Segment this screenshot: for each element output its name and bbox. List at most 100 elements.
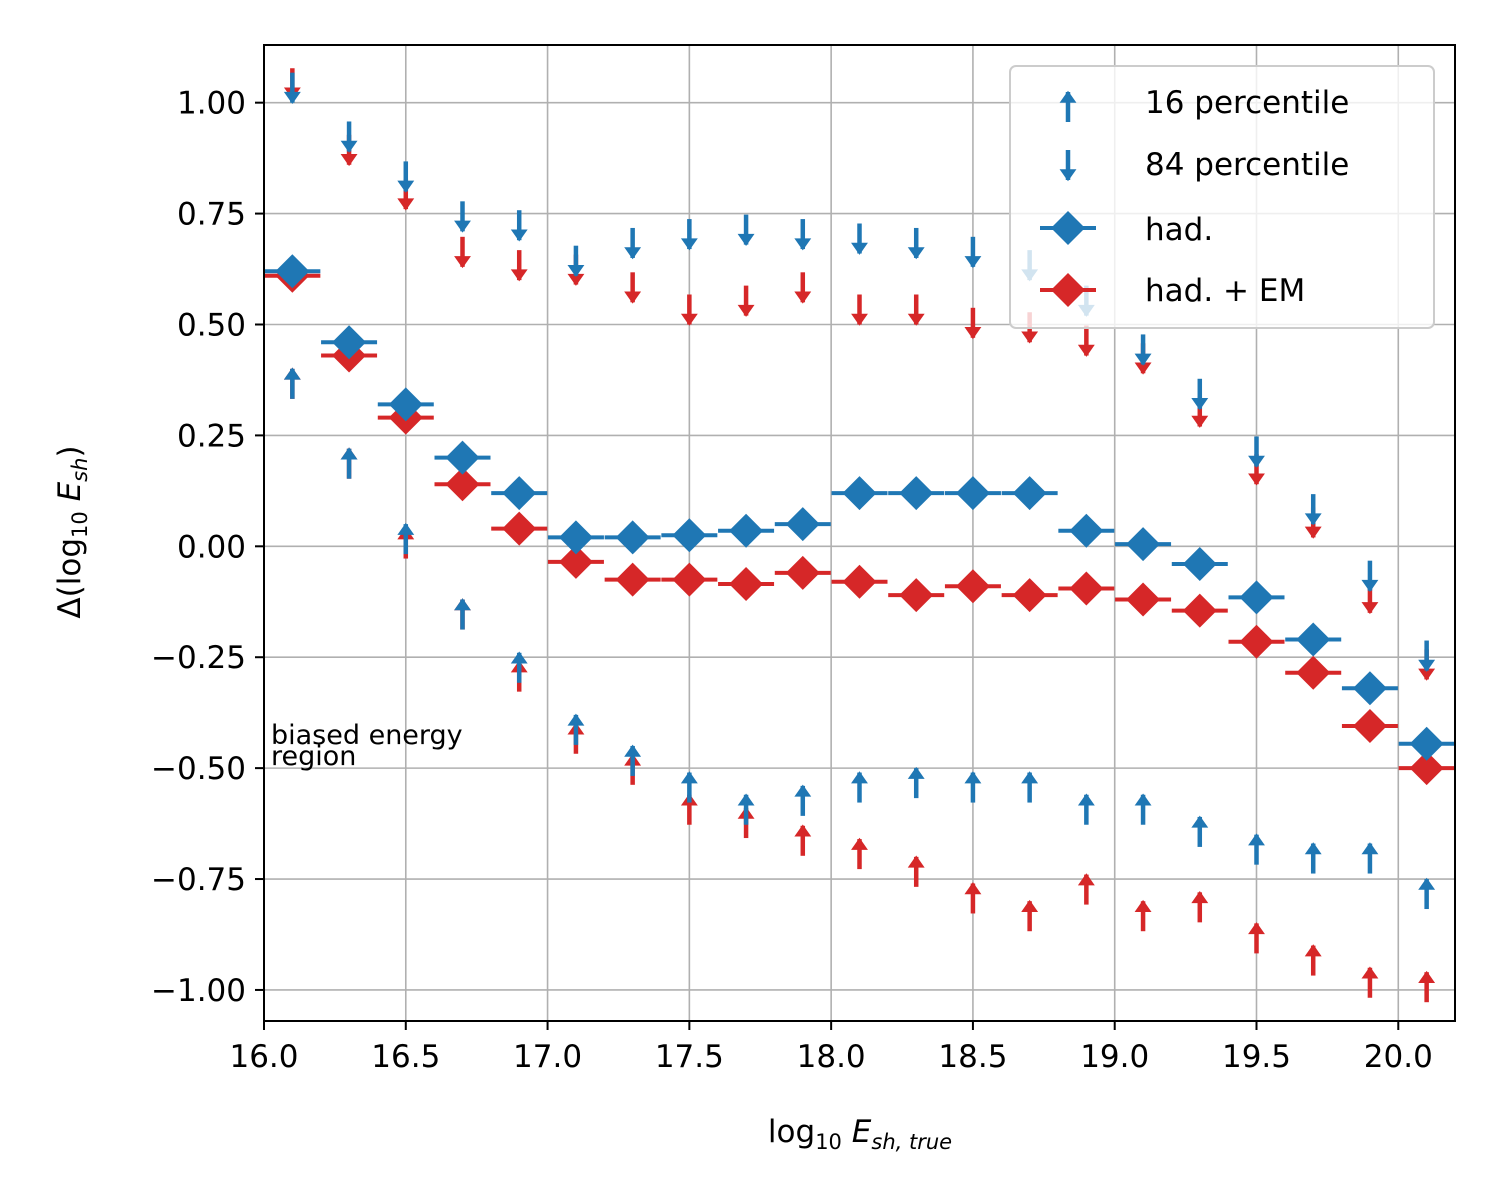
had-p16-arrow	[1418, 877, 1436, 910]
had-em-p84-arrow-head	[454, 256, 471, 269]
had-em-median-point	[1058, 571, 1115, 606]
had-em-p84-arrow-head	[340, 154, 358, 167]
had-em-p84-arrow-head	[794, 291, 812, 304]
had-p84-arrow	[794, 219, 812, 251]
y-tick-label: −1.00	[151, 973, 246, 1009]
had-p84-arrow	[454, 201, 471, 233]
had-em-median-point	[434, 467, 491, 502]
had-em-median-point-marker	[1409, 751, 1444, 786]
had-p16-arrow-head	[1361, 842, 1379, 855]
x-tick-label: 18.0	[797, 1039, 866, 1075]
had-median-point-marker	[615, 520, 650, 555]
x-axis-title: log10 Esh, true	[768, 1114, 952, 1154]
had-p84-arrow-head	[1248, 455, 1265, 468]
had-p84-arrow-head	[454, 220, 471, 233]
had-em-p16-arrow	[1248, 922, 1265, 954]
had-p16-arrow	[1304, 842, 1322, 874]
had-p84-arrow-head	[794, 238, 812, 251]
had-p16-arrow-head	[907, 766, 925, 779]
had-p84-arrow	[1134, 334, 1152, 366]
had-p16-arrow	[1248, 833, 1265, 865]
had-em-p16-arrow-head	[1304, 944, 1322, 957]
had-em-median-point-marker	[842, 564, 877, 599]
had-em-p84-arrow	[624, 272, 642, 304]
legend: 16 percentile 84 percentile had. had. + …	[1009, 65, 1435, 329]
had-em-p16-arrow	[1021, 899, 1039, 932]
had-median-point-marker	[899, 476, 934, 511]
had-median-point-marker	[275, 254, 310, 289]
had-p84-arrow	[1304, 494, 1322, 526]
had-p16-arrow	[1077, 793, 1095, 825]
annotation-line-1: biased energy	[271, 720, 463, 751]
had-p84-arrow	[851, 223, 868, 255]
legend-label-16-percentile: 16 percentile	[1145, 85, 1349, 121]
had-em-p84-arrow-head	[851, 313, 868, 326]
had-median-point-marker	[842, 476, 877, 511]
had-median-point	[377, 387, 434, 422]
had-p84-arrow-head	[510, 229, 528, 242]
had-p84-arrow	[737, 214, 755, 246]
had-p16-arrow-head	[510, 651, 528, 664]
x-tick-label: 17.5	[655, 1039, 724, 1075]
legend-marker-had-em-marker	[1051, 273, 1085, 307]
y-tick-label: −0.75	[151, 862, 246, 898]
had-em-p16-arrow-head	[1134, 899, 1152, 912]
had-em-median-point-marker	[1012, 578, 1047, 613]
had-p84-arrow	[567, 245, 585, 277]
had-em-median-point	[1398, 751, 1455, 786]
had-median-point	[831, 476, 888, 511]
had-p84-arrow-head	[1361, 579, 1379, 592]
had-em-median-point-marker	[1352, 708, 1387, 743]
had-em-median-point-marker	[558, 544, 593, 579]
legend-marker-had	[1040, 211, 1096, 245]
y-axis-title-prefix: Δ(log	[52, 538, 88, 619]
had-em-p84-arrow	[794, 272, 812, 304]
had-em-p16-arrow-head	[1191, 891, 1209, 904]
had-p84-arrow-head	[907, 247, 925, 260]
had-em-median-point	[1171, 593, 1228, 628]
x-tick-label: 17.0	[513, 1039, 582, 1075]
had-em-p84-arrow	[851, 294, 868, 326]
had-p84-arrow-head	[567, 264, 585, 277]
had-p16-arrow-head	[1304, 842, 1322, 855]
had-p16-arrow-head	[1191, 815, 1209, 828]
had-p84-arrow-head	[1418, 659, 1436, 672]
had-em-median-point	[774, 555, 831, 590]
had-p16-arrow-head	[1248, 833, 1265, 846]
had-median-point	[547, 520, 604, 555]
x-tick-label: 18.5	[938, 1039, 1007, 1075]
had-p84-arrow	[1361, 560, 1379, 592]
had-em-median-point	[944, 569, 1001, 604]
had-p16-arrow-head	[737, 793, 755, 806]
had-median-point	[604, 520, 661, 555]
had-em-p84-arrow-head	[1077, 344, 1095, 357]
had-p16-arrow	[907, 766, 925, 799]
had-em-p16-arrow-head	[1021, 899, 1039, 912]
had-em-p84-arrow	[1077, 325, 1095, 357]
y-tick-label: 0.25	[177, 418, 246, 454]
had-em-p84-arrow-head	[680, 313, 698, 326]
had-median-point	[1171, 547, 1228, 582]
had-median-point-marker	[332, 325, 367, 360]
had-em-median-point	[491, 511, 548, 546]
had-p16-arrow	[397, 522, 415, 555]
had-p16-arrow	[851, 771, 868, 803]
had-median-point	[264, 254, 321, 289]
series-had-medians	[264, 254, 1455, 761]
had-p16-arrow-head	[567, 713, 585, 726]
had-em-p16-arrow	[851, 837, 868, 870]
series-had	[283, 72, 1436, 910]
y-tick-label: 1.00	[177, 86, 246, 122]
x-tick-label: 16.5	[371, 1039, 440, 1075]
had-p16-arrow	[567, 713, 585, 745]
had-em-median-point	[1285, 655, 1342, 690]
had-em-p16-arrow	[1134, 899, 1152, 932]
axis-ticks: 16.0 16.5 17.0 17.5 18.0 18.5 19.0 19.5 20.0 1.00…	[151, 86, 1433, 1075]
had-p16-arrow-head	[794, 784, 812, 797]
had-median-point-marker	[445, 440, 480, 475]
had-median-point	[718, 513, 775, 548]
x-tick-label: 16.0	[229, 1039, 298, 1075]
had-em-median-point	[547, 544, 604, 579]
had-em-p16-arrow	[1361, 966, 1379, 998]
x-axis-title-sub2: sh, true	[871, 1130, 952, 1154]
